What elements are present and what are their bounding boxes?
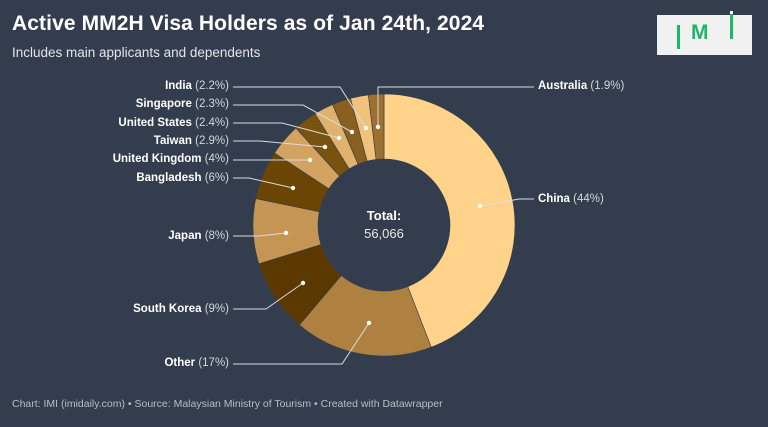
leader-line [233, 122, 340, 139]
leader-line [233, 282, 304, 310]
logo-letter: M [691, 21, 709, 44]
label-china: China (44%) [538, 193, 604, 205]
label-india: India (2.2%) [165, 80, 229, 92]
leader-dot-icon [366, 320, 372, 326]
leader-line [233, 177, 294, 189]
leader-dot-icon [349, 129, 355, 135]
label-percent: (6%) [201, 172, 229, 184]
label-united-states: United States (2.4%) [118, 117, 229, 129]
label-percent: (1.9%) [587, 80, 625, 92]
leader-dot-icon [290, 185, 296, 191]
label-japan: Japan (8%) [168, 230, 229, 242]
label-united-kingdom: United Kingdom (4%) [113, 153, 229, 165]
chart-footer: Chart: IMI (imidaily.com) • Source: Mala… [12, 398, 443, 410]
label-percent: (2.4%) [191, 117, 229, 129]
label-country: Taiwan [153, 135, 192, 147]
label-percent: (4%) [201, 153, 229, 165]
label-percent: (9%) [201, 303, 229, 315]
leader-dot-icon [283, 230, 289, 236]
label-percent: (17%) [195, 357, 229, 369]
leader-line [233, 322, 370, 365]
label-country: India [165, 80, 192, 92]
label-country: United States [118, 117, 192, 129]
label-percent: (2.3%) [191, 98, 229, 110]
label-singapore: Singapore (2.3%) [136, 98, 229, 110]
label-south-korea: South Korea (9%) [133, 303, 229, 315]
label-country: Other [164, 357, 196, 369]
leader-dot-icon [300, 280, 306, 286]
chart-title: Active MM2H Visa Holders as of Jan 24th,… [12, 12, 485, 35]
leader-line [479, 198, 534, 207]
logo-bar-left-icon [677, 25, 680, 53]
slice-china [383, 93, 516, 348]
label-bangladesh: Bangladesh (6%) [136, 172, 229, 184]
label-country: Singapore [135, 98, 192, 110]
leader-line [377, 86, 534, 127]
label-country: South Korea [133, 303, 202, 315]
label-country: United Kingdom [112, 153, 202, 165]
chart-subtitle: Includes main applicants and dependents [12, 45, 261, 60]
leader-dot-icon [477, 203, 483, 209]
label-other: Other (17%) [164, 357, 229, 369]
label-percent: (44%) [569, 193, 604, 205]
leader-lines [233, 86, 534, 365]
label-country: Australia [538, 80, 588, 92]
leader-dot-icon [322, 144, 328, 150]
label-percent: (8%) [201, 230, 229, 242]
label-taiwan: Taiwan (2.9%) [154, 135, 229, 147]
leader-line [233, 104, 353, 133]
leader-dot-icon [307, 157, 313, 163]
donut-slices [252, 93, 516, 357]
label-australia: Australia (1.9%) [538, 80, 624, 92]
leader-line [233, 140, 326, 148]
leader-dot-icon [375, 124, 381, 130]
total-label: Total: [366, 208, 402, 223]
label-country: China [538, 193, 570, 205]
imi-logo: M [657, 11, 752, 55]
leader-line [233, 232, 287, 237]
label-country: Japan [168, 230, 202, 242]
label-percent: (2.2%) [191, 80, 229, 92]
leader-line [233, 86, 367, 129]
leader-dot-icon [363, 125, 369, 131]
label-country: Bangladesh [136, 172, 202, 184]
leader-dot-icon [336, 135, 342, 141]
logo-bar-right-icon [730, 11, 733, 39]
label-percent: (2.9%) [191, 135, 229, 147]
total-value: 56,066 [364, 226, 404, 241]
